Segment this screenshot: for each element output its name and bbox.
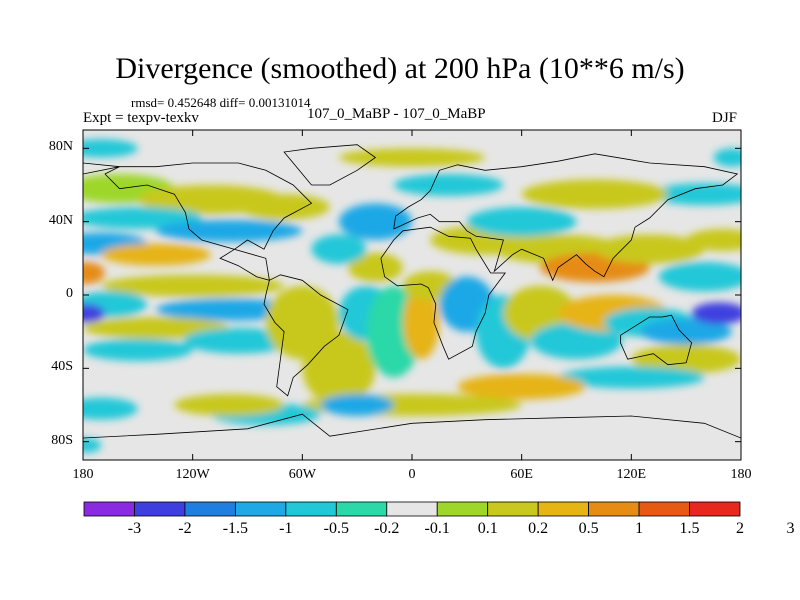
field-blob [338,148,486,167]
field-blob [530,322,623,360]
x-tick-label: 180 [730,467,752,482]
colorbar-level-label: 2 [736,520,744,537]
y-tick-label: 40N [48,212,73,228]
field-blob [338,203,413,241]
colorbar-swatch [335,501,388,517]
colorbar-level-label: 0.2 [528,520,549,537]
field-blob [558,366,705,389]
colorbar-level-label: 3 [786,520,795,537]
coastlines [83,144,741,439]
field-blob [83,317,230,339]
field-blob [311,234,367,264]
field-blob [83,207,202,229]
colorbar-swatch [134,501,186,517]
field-blob [320,394,394,416]
colorbar-swatch [184,501,236,517]
x-tick-label: 60E [510,467,533,482]
field-blob [156,298,303,321]
coastline [83,413,741,439]
colorbar-swatch [285,501,337,517]
field-blob [466,207,577,237]
coastline [380,226,506,360]
axis-ticks [82,130,742,460]
colorbar-swatch [638,501,690,517]
divergence-field [83,139,741,453]
colorbar-level-label: 0.5 [578,520,599,537]
x-tick-label: 0 [408,467,416,482]
colorbar-level-label: -0.1 [424,520,450,537]
y-tick-label: 0 [66,286,73,301]
field-blob [457,373,586,400]
season-label: DJF [712,110,738,126]
coastline [263,274,349,397]
field-blob [348,252,403,283]
colorbar-swatch [234,501,287,517]
colorbar-level-label: -1.5 [222,520,249,537]
x-tick-label: 180 [72,467,94,482]
colorbar-level-label: -2 [178,520,192,537]
y-tick-label: 40S [51,359,73,375]
colorbar-level-label: -0.2 [374,520,400,537]
field-blob [83,438,102,453]
colorbar-swatch [436,501,489,517]
field-blob [521,179,668,209]
field-blob [640,318,732,345]
colorbar-swatch [487,501,539,517]
field-blob [302,331,376,406]
coastline [393,153,739,282]
field-blob [83,397,138,420]
field-blob [183,328,294,354]
colorbar-swatch [537,501,590,517]
colorbar-level-label: 1 [635,520,644,537]
field-blob [83,139,138,158]
y-tick-label: 80N [48,139,73,155]
colorbar-swatch [83,501,135,517]
colorbar-swatch [588,501,640,517]
experiment-label: Expt = texpv-texkv [83,110,199,126]
field-blob [83,262,105,284]
colorbar-swatch [386,501,438,517]
experiment-names: 107_0_MaBP - 107_0_MaBP [307,106,486,122]
field-blob [691,302,741,325]
field-blob [101,243,211,266]
field-blob [658,262,741,292]
colorbar [83,501,741,517]
field-blob [393,174,504,196]
x-tick-label: 120E [616,467,647,482]
field-blob [156,219,303,242]
coastline [283,144,377,186]
field-blob [594,234,705,264]
field-blob [686,229,741,251]
y-tick-label: 80S [51,432,73,448]
colorbar-level-label: 0.1 [477,520,498,537]
coastline [104,162,313,281]
field-blob [83,304,105,323]
field-blob [713,148,741,167]
field-blob [238,194,330,220]
stats-line: rmsd= 0.452648 diff= 0.00131014 [131,95,311,110]
field-blob [649,183,741,206]
field-blob [174,394,285,416]
colorbar-level-label: -1 [279,520,293,537]
field-blob [631,344,741,374]
colorbar-level-label: 1.5 [679,520,700,537]
colorbar-level-label: -3 [127,520,142,537]
field-blob [101,274,285,297]
field-blob [402,285,440,360]
coastline [620,314,693,366]
x-tick-label: 60W [288,467,316,482]
colorbar-level-label: -0.5 [323,520,349,537]
plot-title: Divergence (smoothed) at 200 hPa (10**6 … [115,52,685,85]
field-blob [83,339,193,361]
coastline [83,162,120,175]
x-tick-label: 120W [175,467,210,482]
colorbar-swatch [689,501,741,517]
